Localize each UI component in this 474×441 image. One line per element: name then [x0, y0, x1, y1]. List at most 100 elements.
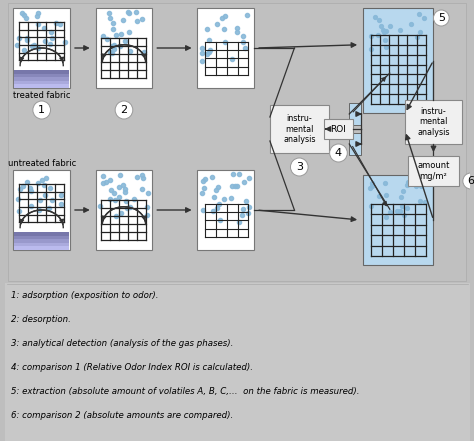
- Bar: [363, 8, 434, 113]
- Point: [40, 181, 48, 188]
- Point: [375, 17, 383, 24]
- Point: [41, 192, 48, 199]
- Point: [138, 15, 146, 22]
- Point: [143, 204, 151, 211]
- Point: [112, 212, 119, 219]
- Point: [53, 19, 60, 26]
- Point: [420, 15, 428, 22]
- Point: [141, 49, 148, 56]
- Text: 5: extraction (absolute amount of volatiles A, B, C,…  on the fabric is measured: 5: extraction (absolute amount of volati…: [11, 387, 360, 396]
- Point: [109, 25, 117, 32]
- Point: [34, 9, 41, 16]
- Point: [371, 13, 378, 20]
- Point: [46, 185, 54, 192]
- Point: [132, 8, 139, 15]
- Point: [221, 13, 229, 20]
- Point: [15, 195, 22, 202]
- Bar: [14, 246, 69, 250]
- Point: [231, 183, 238, 190]
- Point: [241, 45, 249, 52]
- Point: [20, 46, 28, 53]
- Text: instru-
mental
analysis: instru- mental analysis: [283, 114, 316, 144]
- Point: [401, 211, 408, 218]
- Point: [110, 190, 118, 197]
- Point: [199, 58, 206, 65]
- Point: [203, 51, 210, 58]
- Bar: [363, 175, 434, 265]
- Point: [110, 41, 118, 48]
- Bar: [14, 84, 69, 87]
- Point: [198, 44, 206, 51]
- Point: [239, 38, 247, 45]
- Point: [123, 204, 130, 211]
- Bar: [198, 170, 254, 250]
- Point: [33, 12, 40, 19]
- Point: [380, 29, 388, 36]
- Bar: [14, 243, 69, 246]
- Point: [382, 214, 390, 221]
- Bar: [270, 105, 328, 153]
- Point: [413, 34, 420, 41]
- Point: [15, 208, 22, 215]
- Point: [56, 20, 64, 27]
- Point: [376, 193, 383, 200]
- Point: [133, 17, 141, 24]
- Point: [36, 196, 43, 203]
- Point: [24, 179, 31, 186]
- Point: [206, 36, 213, 43]
- Point: [15, 34, 22, 41]
- Point: [383, 28, 390, 35]
- Point: [396, 207, 404, 214]
- Point: [107, 15, 114, 22]
- Point: [233, 29, 241, 36]
- Bar: [14, 70, 69, 74]
- Text: 3: 3: [296, 162, 303, 172]
- Point: [368, 179, 375, 187]
- Point: [367, 203, 375, 210]
- Point: [412, 183, 419, 190]
- Point: [215, 201, 223, 208]
- Point: [383, 44, 390, 51]
- Point: [229, 171, 237, 178]
- Point: [28, 42, 36, 49]
- Point: [38, 176, 46, 183]
- Point: [34, 179, 41, 186]
- Circle shape: [291, 158, 308, 176]
- Point: [121, 38, 128, 45]
- Point: [117, 172, 124, 179]
- Point: [228, 183, 236, 190]
- Point: [116, 42, 124, 49]
- Text: 4: comparison 1 (Relative Odor Index ROI is calculated).: 4: comparison 1 (Relative Odor Index ROI…: [11, 363, 253, 372]
- Point: [34, 20, 41, 27]
- Point: [408, 20, 415, 27]
- Point: [233, 24, 241, 31]
- Point: [243, 198, 250, 205]
- Text: 1: 1: [38, 105, 45, 115]
- Point: [239, 33, 247, 40]
- Point: [110, 45, 118, 52]
- Point: [49, 35, 56, 42]
- Point: [201, 184, 208, 191]
- Point: [57, 191, 65, 198]
- Point: [367, 33, 374, 40]
- Point: [130, 196, 138, 203]
- Point: [16, 185, 24, 192]
- Text: instru-
mental
analysis: instru- mental analysis: [417, 107, 450, 137]
- Point: [57, 200, 65, 207]
- Point: [221, 38, 229, 45]
- Point: [40, 24, 47, 31]
- Point: [41, 37, 48, 44]
- Circle shape: [463, 173, 474, 189]
- Point: [99, 172, 107, 179]
- Point: [115, 184, 123, 191]
- Text: 4: 4: [335, 148, 342, 158]
- Point: [213, 205, 221, 212]
- Bar: [96, 8, 152, 88]
- Point: [106, 195, 114, 202]
- Circle shape: [329, 144, 347, 162]
- Bar: [14, 81, 69, 84]
- Point: [30, 42, 38, 49]
- Point: [126, 204, 134, 211]
- Point: [403, 205, 410, 212]
- Point: [126, 10, 133, 17]
